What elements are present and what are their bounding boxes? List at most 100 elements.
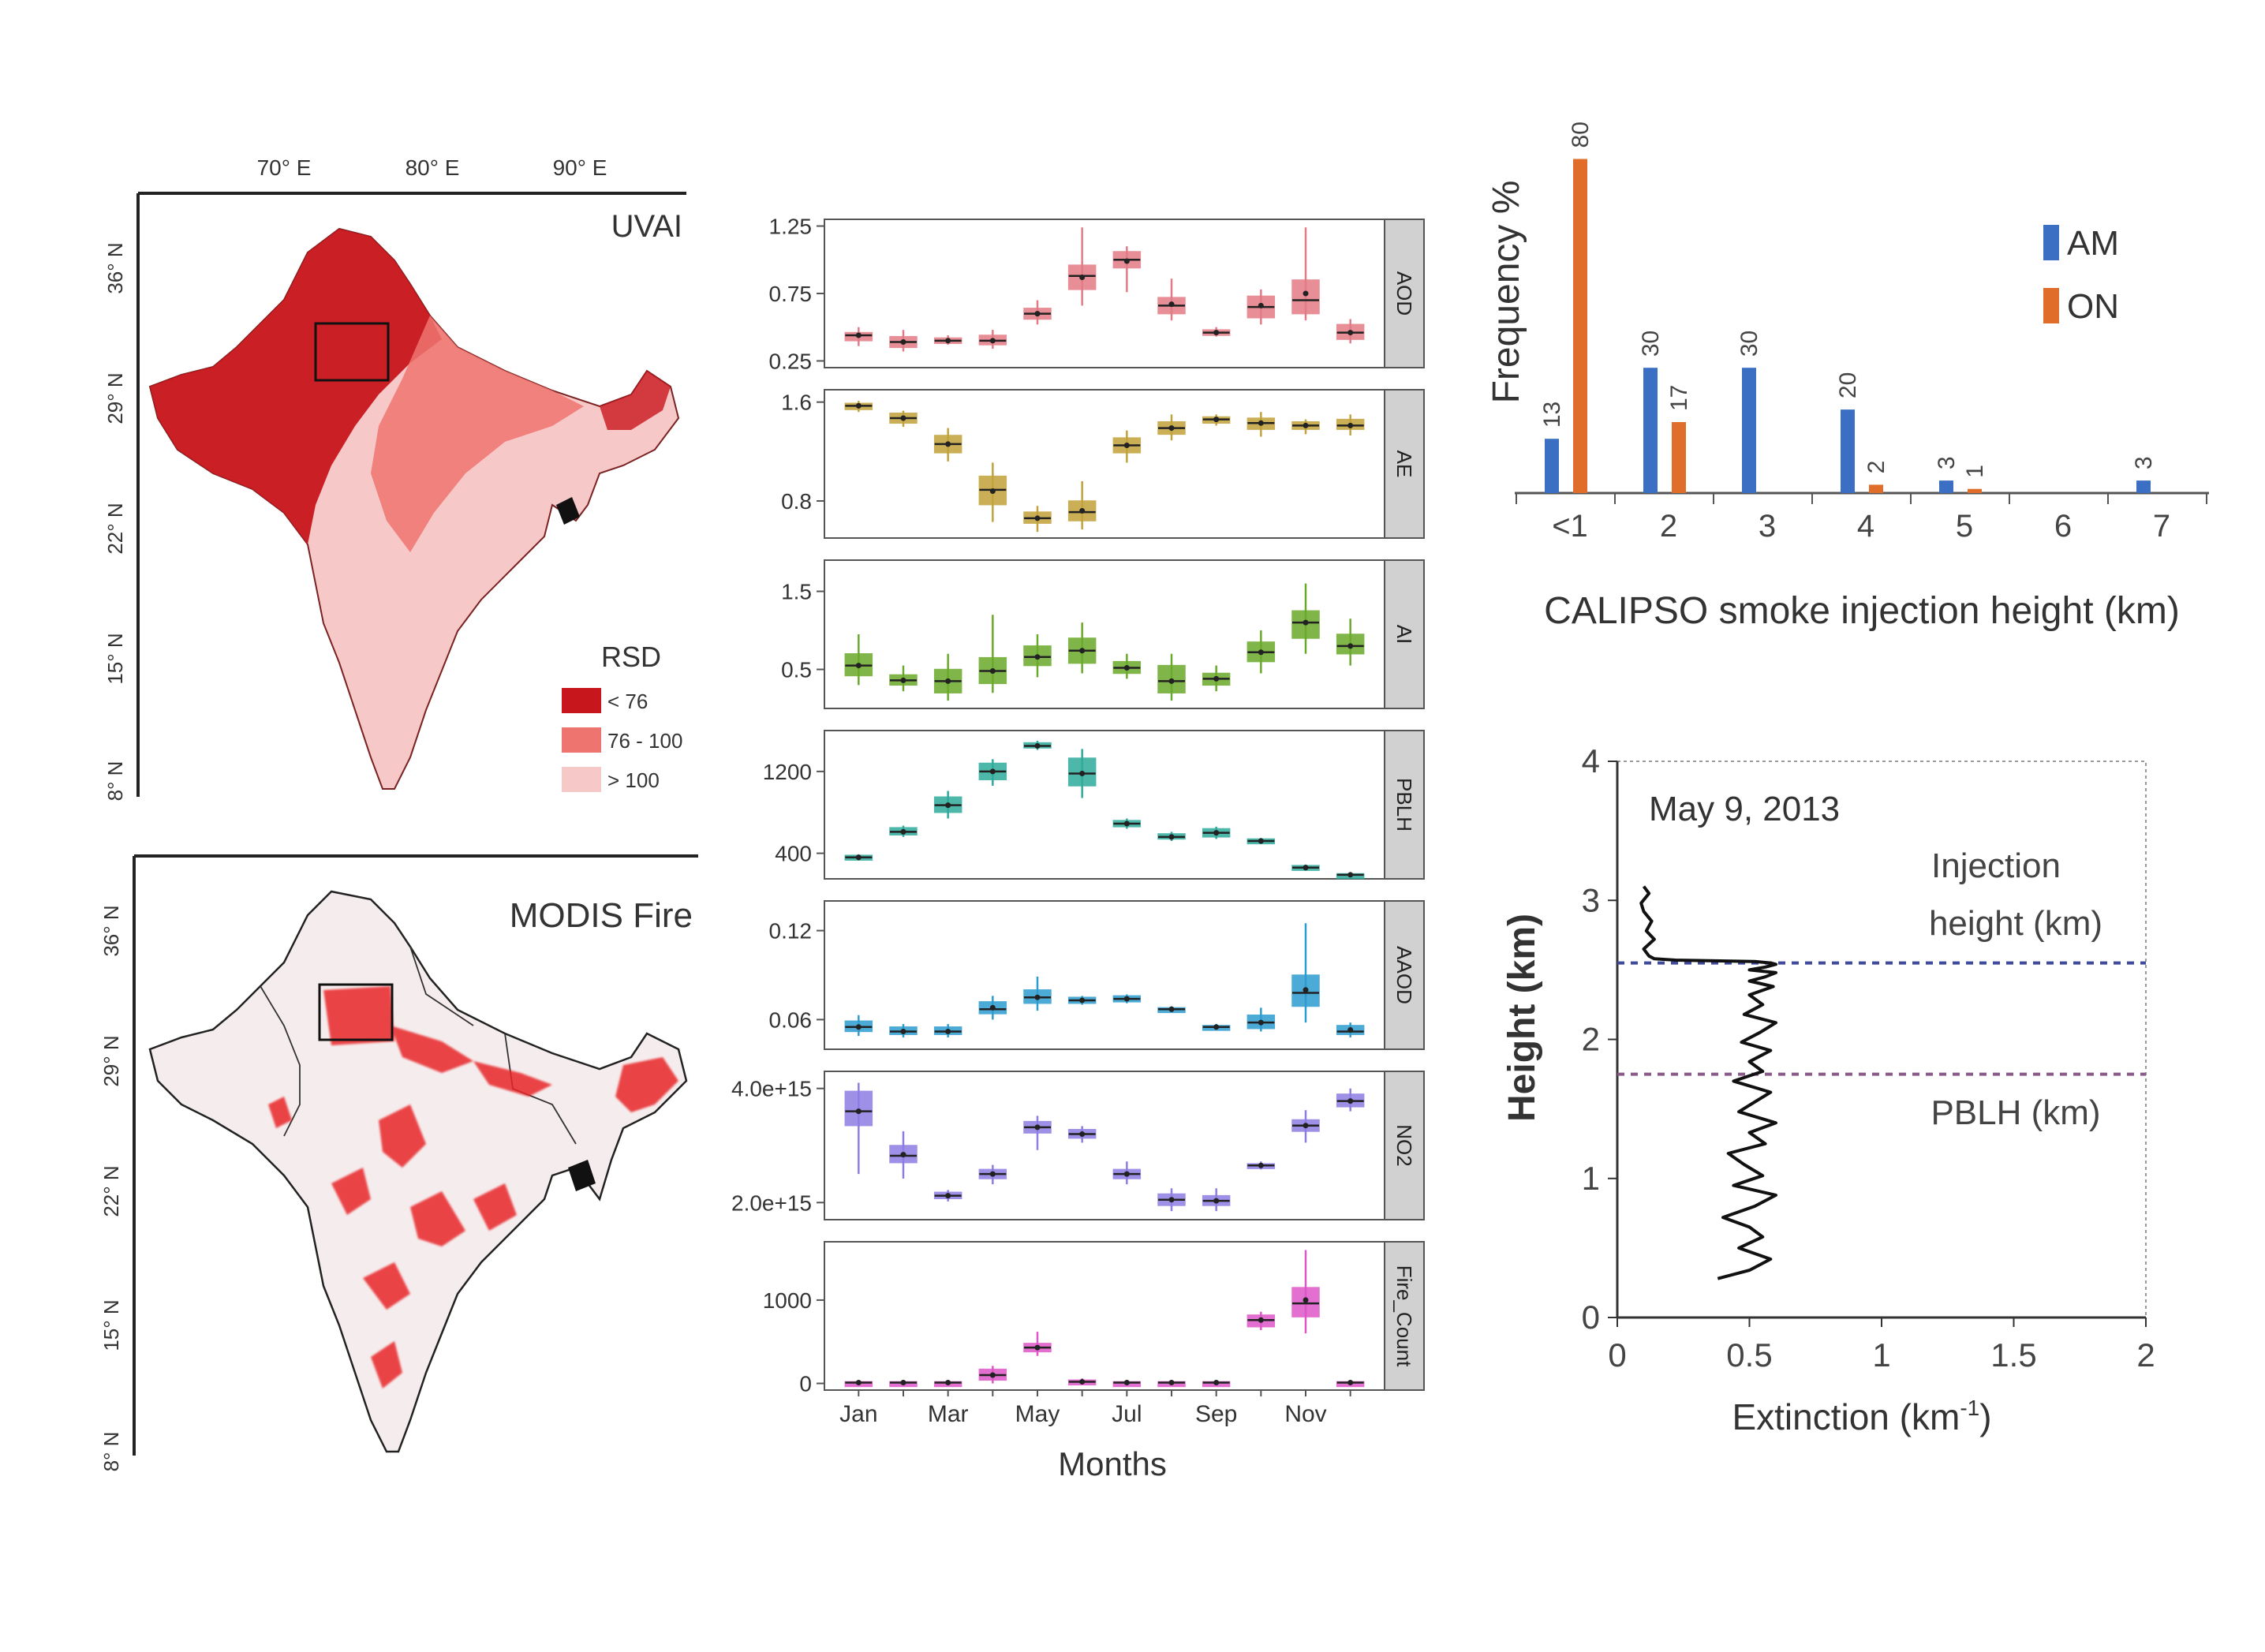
bar-am-4 bbox=[1841, 409, 1855, 493]
rsd-legend-label-low: < 76 bbox=[607, 690, 648, 713]
uvai-map: 70° E 80° E 90° E 36° N 29° N 22° N 15° … bbox=[103, 155, 686, 801]
boxplot-y-tick-label: 1.6 bbox=[781, 391, 812, 415]
boxplot-mean-point bbox=[1168, 301, 1175, 308]
lon-label-80: 80° E bbox=[406, 155, 460, 180]
boxplot-mean-point bbox=[1347, 422, 1354, 428]
bar-x-tick-label: 6 bbox=[2054, 509, 2072, 544]
modis-study-region-box bbox=[318, 983, 394, 1041]
bar-on-2 bbox=[1672, 422, 1686, 493]
boxplot-mean-point bbox=[1258, 1317, 1264, 1323]
boxplot-x-tick-label: Sep bbox=[1195, 1401, 1237, 1427]
boxplot-mean-point bbox=[1213, 417, 1220, 423]
boxplot-mean-point bbox=[1123, 443, 1130, 448]
profile-y-tick-label: 1 bbox=[1582, 1160, 1600, 1197]
boxplot-mean-point bbox=[1347, 330, 1354, 336]
boxplot-mean-point bbox=[855, 1379, 862, 1385]
boxplot-strip-label: AOD bbox=[1392, 271, 1416, 316]
boxplot-mean-point bbox=[1123, 1171, 1130, 1177]
boxplot-mean-point bbox=[1258, 838, 1264, 844]
boxplot-mean-point bbox=[1347, 1379, 1354, 1385]
boxplot-mean-point bbox=[945, 1028, 951, 1034]
boxplot-mean-point bbox=[1213, 1024, 1220, 1030]
boxplot-y-tick-label: 0.25 bbox=[769, 349, 813, 373]
boxplot-strip bbox=[1384, 1071, 1425, 1220]
extinction-profile-chart: 0 1 2 3 4 0 0.5 1 1.5 2 May 9, 2013 Injection height… bbox=[1501, 742, 2155, 1374]
uvai-lat-label-36: 36° N bbox=[103, 242, 127, 293]
bar-legend-label: ON bbox=[2067, 287, 2119, 326]
rsd-legend-title: RSD bbox=[601, 641, 661, 673]
rsd-legend-label-high: > 100 bbox=[607, 768, 660, 792]
boxplot-mean-point bbox=[1303, 619, 1309, 626]
boxplot-strip bbox=[1384, 559, 1425, 709]
rsd-legend-label-mid: 76 - 100 bbox=[607, 729, 682, 753]
profile-x-tick-label: 1 bbox=[1872, 1336, 1890, 1374]
monthly-boxplot-panels: AOD 0.25 0.75 1.25 AE 0.8 1.6 AI 0.5 1.5 PBLH 400 12… bbox=[731, 215, 1425, 1427]
boxplot-mean-point bbox=[989, 768, 996, 775]
boxplot-mean-point bbox=[1079, 1131, 1086, 1138]
boxplot-mean-point bbox=[1034, 311, 1041, 317]
modis-lat-label-15: 15° N bbox=[99, 1299, 123, 1351]
uvai-lat-label-29: 29° N bbox=[103, 372, 127, 424]
boxplot-mean-point bbox=[1168, 1379, 1175, 1385]
boxplot-mean-point bbox=[855, 663, 862, 669]
boxplot-mean-point bbox=[989, 1004, 996, 1011]
boxplot-y-tick-label: 1.25 bbox=[769, 215, 813, 239]
boxplot-strip bbox=[1384, 389, 1425, 539]
bar-x-tick-label: 3 bbox=[1759, 509, 1776, 544]
modis-lat-label-29: 29° N bbox=[99, 1035, 123, 1086]
boxplot-mean-point bbox=[900, 828, 906, 835]
boxplot-panel-aod: AOD 0.25 0.75 1.25 bbox=[769, 215, 1425, 373]
boxplot-mean-point bbox=[1034, 1124, 1041, 1131]
boxplot-mean-point bbox=[1079, 1378, 1086, 1385]
boxplot-mean-point bbox=[900, 1379, 906, 1385]
uvai-lat-label-8: 8° N bbox=[103, 761, 127, 802]
rsd-legend-swatch-low bbox=[562, 688, 601, 713]
boxplot-panel-pblh: PBLH 400 1200 bbox=[763, 730, 1425, 880]
lon-label-70: 70° E bbox=[257, 155, 312, 180]
boxplot-mean-point bbox=[1213, 330, 1220, 336]
boxplot-mean-point bbox=[1034, 654, 1041, 660]
boxplot-mean-point bbox=[900, 339, 906, 346]
bar-legend-swatch-am bbox=[2043, 225, 2059, 260]
bar-data-label: 3 bbox=[1934, 456, 1960, 469]
boxplot-panel-frame bbox=[824, 389, 1385, 539]
uvai-east-patch bbox=[600, 371, 671, 430]
profile-y-tick-label: 0 bbox=[1582, 1299, 1600, 1336]
boxplot-mean-point bbox=[1303, 987, 1309, 993]
boxplot-mean-point bbox=[1034, 742, 1041, 749]
boxplot-panel-no2: NO2 2.0e+15 4.0e+15 bbox=[731, 1071, 1425, 1220]
boxplot-mean-point bbox=[855, 332, 862, 338]
boxplot-panel-ae: AE 0.8 1.6 bbox=[781, 389, 1425, 539]
boxplot-panel-aaod: AAOD 0.06 0.12 bbox=[769, 900, 1425, 1050]
modis-lat-label-36: 36° N bbox=[99, 905, 123, 956]
boxplot-panel-frame bbox=[824, 559, 1385, 709]
boxplot-strip bbox=[1384, 730, 1425, 880]
modis-map: 36° N 29° N 22° N 15° N 8° N bbox=[99, 854, 698, 1471]
boxplot-mean-point bbox=[855, 854, 862, 861]
profile-x-tick-label: 0 bbox=[1608, 1336, 1626, 1374]
boxplot-mean-point bbox=[1079, 997, 1086, 1004]
boxplot-mean-point bbox=[1258, 420, 1264, 426]
rsd-legend: < 76 76 - 100 > 100 bbox=[562, 688, 682, 792]
boxplot-panel-fire-count: Fire_Count 0 1000 Jan Mar May Jul Sep Nov bbox=[763, 1241, 1425, 1427]
bar-on-1 bbox=[1573, 159, 1587, 493]
boxplot-y-tick-label: 0.12 bbox=[769, 919, 813, 944]
profile-x-tick-label: 0.5 bbox=[1726, 1336, 1772, 1374]
boxplot-mean-point bbox=[945, 678, 951, 684]
boxplot-y-tick-label: 1.5 bbox=[781, 580, 812, 604]
bar-am-1 bbox=[1545, 439, 1559, 493]
boxplot-x-tick-label: Jan bbox=[839, 1401, 877, 1427]
bar-y-axis-title: Frequency % bbox=[1486, 181, 1527, 404]
profile-y-tick-label: 2 bbox=[1582, 1021, 1600, 1058]
boxplot-mean-point bbox=[945, 338, 951, 344]
boxplot-mean-point bbox=[900, 1028, 906, 1034]
boxplot-mean-point bbox=[1168, 1197, 1175, 1203]
uvai-lat-label-22: 22° N bbox=[103, 503, 127, 554]
modis-region-shape bbox=[148, 890, 688, 1453]
bar-data-label: 1 bbox=[1962, 465, 1988, 478]
bar-x-tick-label: 5 bbox=[1956, 509, 1973, 544]
boxplot-strip bbox=[1384, 219, 1425, 368]
bar-am-7 bbox=[2136, 480, 2151, 493]
bar-on-5 bbox=[1968, 488, 1982, 493]
boxplot-y-tick-label: 0.75 bbox=[769, 282, 813, 306]
